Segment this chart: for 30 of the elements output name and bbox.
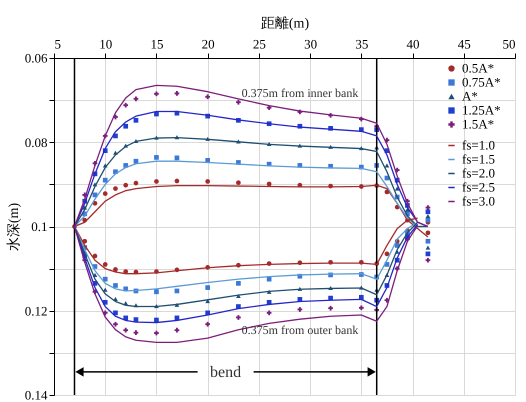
x-tick-label: 45 xyxy=(458,36,471,52)
legend-label: fs=1.5 xyxy=(462,152,495,166)
x-tick-label: 30 xyxy=(304,36,318,52)
legend-label: fs=3.0 xyxy=(462,194,495,208)
legend-label: 1.5A* xyxy=(462,116,494,132)
x-tick-label: 35 xyxy=(355,36,368,52)
annotation: 0.375m from inner bank xyxy=(242,86,358,100)
x-tick-label: 10 xyxy=(99,36,112,52)
y-tick-label: 0.12 xyxy=(24,303,48,318)
legend-label: fs=1.0 xyxy=(462,138,495,152)
annotation: 0.375m from outer bank xyxy=(242,323,358,337)
x-tick-label: 25 xyxy=(252,36,266,52)
x-tick-label: 20 xyxy=(202,36,215,52)
legend-label: 1.25A* xyxy=(462,102,501,118)
legend-label: 0.75A* xyxy=(462,74,501,90)
annotation: bend xyxy=(210,364,242,381)
y-tick-label: 0.06 xyxy=(24,50,48,66)
legend-label: fs=2.0 xyxy=(462,166,495,180)
y-axis-title: 水深(m) xyxy=(6,202,22,252)
x-tick-label: 50 xyxy=(502,36,516,52)
x-tick-label: 40 xyxy=(406,36,420,52)
y-tick-label: 0.14 xyxy=(24,388,48,402)
y-tick-label: 0.08 xyxy=(24,134,48,150)
x-axis-title: 距離(m) xyxy=(260,16,310,32)
legend-label: fs=2.5 xyxy=(462,180,495,194)
x-tick-label: 15 xyxy=(150,36,164,52)
legend-label: A* xyxy=(462,88,478,104)
legend-label: 0.5A* xyxy=(462,60,494,76)
y-tick-label: 0.1 xyxy=(31,219,48,234)
x-tick-label: 5 xyxy=(54,36,61,52)
